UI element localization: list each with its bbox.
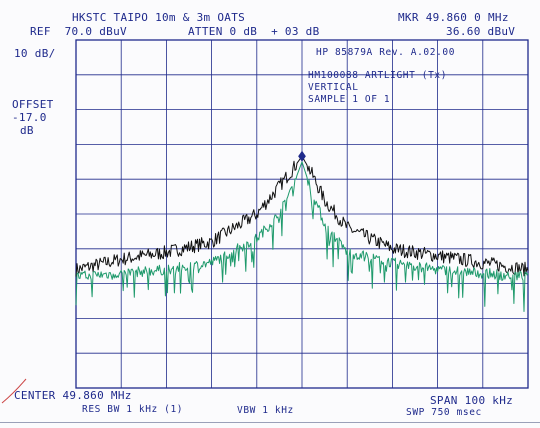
offset-value: -17.0 — [12, 111, 47, 124]
sweep-time: SWP 750 msec — [406, 407, 482, 418]
attenuation: ATTEN 0 dB + 03 dB — [188, 25, 320, 38]
peak-marker — [298, 150, 306, 162]
offset-label: OFFSET — [12, 98, 54, 111]
sample-label: SAMPLE 1 OF 1 — [308, 94, 391, 105]
trace-average — [75, 161, 529, 312]
site-title: HKSTC TAIPO 10m & 3m OATS — [72, 11, 246, 24]
ref-level: REF 70.0 dBuV — [30, 25, 127, 38]
center-frequency: CENTER 49.860 MHz — [14, 389, 132, 402]
polarization-label: VERTICAL — [308, 82, 359, 93]
res-bw-label: RES BW 1 kHz (1) — [82, 404, 184, 415]
firmware-label: HP 85879A Rev. A.02.00 — [316, 47, 456, 58]
span-label: SPAN 100 kHz — [430, 394, 514, 407]
scale-label: 10 dB/ — [14, 47, 56, 60]
vbw-label: VBW 1 kHz — [237, 405, 294, 416]
graticule — [75, 39, 529, 389]
pen-mark — [1, 378, 27, 404]
marker-diamond — [298, 150, 306, 162]
page-edge-line — [0, 422, 540, 423]
marker-level: 36.60 dBuV — [446, 25, 516, 38]
offset-unit: dB — [20, 124, 34, 137]
marker-frequency: MKR 49.860 0 MHz — [398, 11, 509, 24]
device-label: HM100088 ARTLIGHT (Tx) — [308, 70, 448, 81]
